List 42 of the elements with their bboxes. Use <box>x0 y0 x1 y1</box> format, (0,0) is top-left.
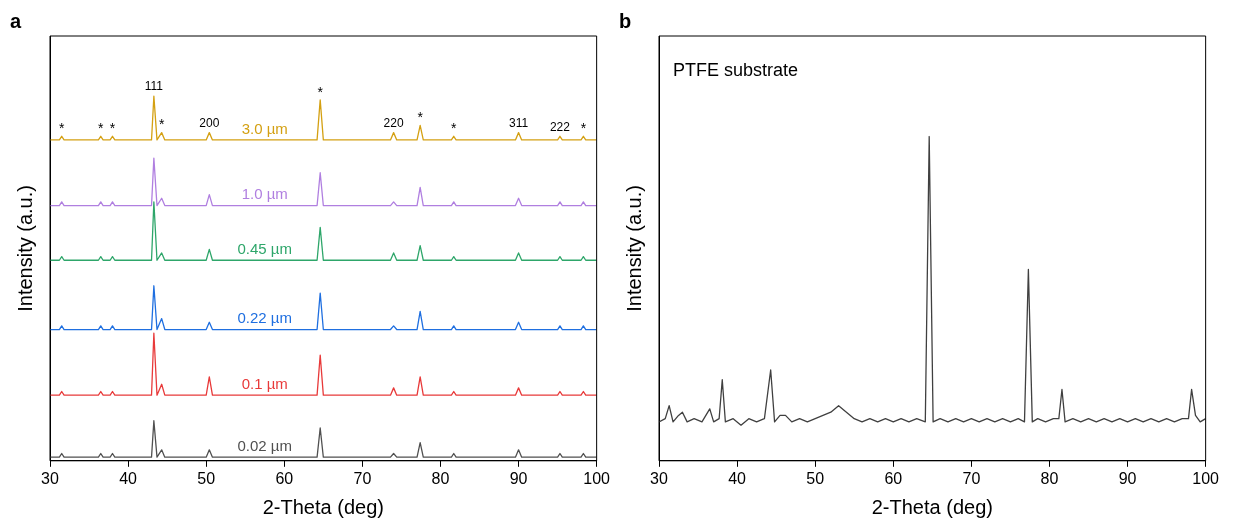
annotation: 220 <box>383 115 404 130</box>
series-label: 3.0 µm <box>241 119 288 137</box>
x-tick-label: 60 <box>275 469 294 487</box>
annotation: 111 <box>144 79 164 94</box>
x-tick-label: 30 <box>650 469 668 487</box>
x-tick-label: 80 <box>1040 469 1059 487</box>
annotation: 311 <box>508 115 529 130</box>
annotation: * <box>317 83 324 100</box>
x-tick-label: 90 <box>509 469 528 487</box>
annotation: 222 <box>549 119 571 134</box>
annotation: 200 <box>199 115 220 130</box>
series-label: 0.45 µm <box>237 239 293 257</box>
series-label: 0.22 µm <box>237 309 293 327</box>
text: PTFE substrate <box>673 59 799 80</box>
x-tick-label: 80 <box>431 469 450 487</box>
annotation: * <box>58 120 65 137</box>
x-tick-label: 40 <box>119 469 138 487</box>
x-tick-label: 40 <box>728 469 747 487</box>
x-tick-label: 50 <box>806 469 825 487</box>
x-tick-label: 60 <box>884 469 903 487</box>
series-label: 1.0 µm <box>241 185 288 203</box>
annotation: * <box>580 120 587 137</box>
annotation: * <box>158 116 165 133</box>
annotation: * <box>417 109 424 126</box>
x-tick-label: 70 <box>962 469 981 487</box>
chart-title: a <box>10 9 22 32</box>
annotation: * <box>98 120 105 137</box>
x-tick-label: 70 <box>353 469 372 487</box>
series-label: 0.1 µm <box>241 374 288 392</box>
chart-title: b <box>619 9 632 32</box>
x-axis-title: 2-Theta (deg) <box>262 495 384 518</box>
x-axis-title: 2-Theta (deg) <box>871 495 993 518</box>
series-label: 0.02 µm <box>237 436 293 454</box>
y-axis-title: Intensity (a.u.) <box>13 185 36 312</box>
x-tick-label: 30 <box>41 469 59 487</box>
x-tick-label: 100 <box>583 469 611 487</box>
y-axis-title: Intensity (a.u.) <box>622 185 645 312</box>
x-tick-label: 50 <box>197 469 216 487</box>
annotation: * <box>109 120 116 137</box>
annotation: * <box>451 120 458 137</box>
x-tick-label: 100 <box>1192 469 1220 487</box>
x-tick-label: 90 <box>1118 469 1137 487</box>
